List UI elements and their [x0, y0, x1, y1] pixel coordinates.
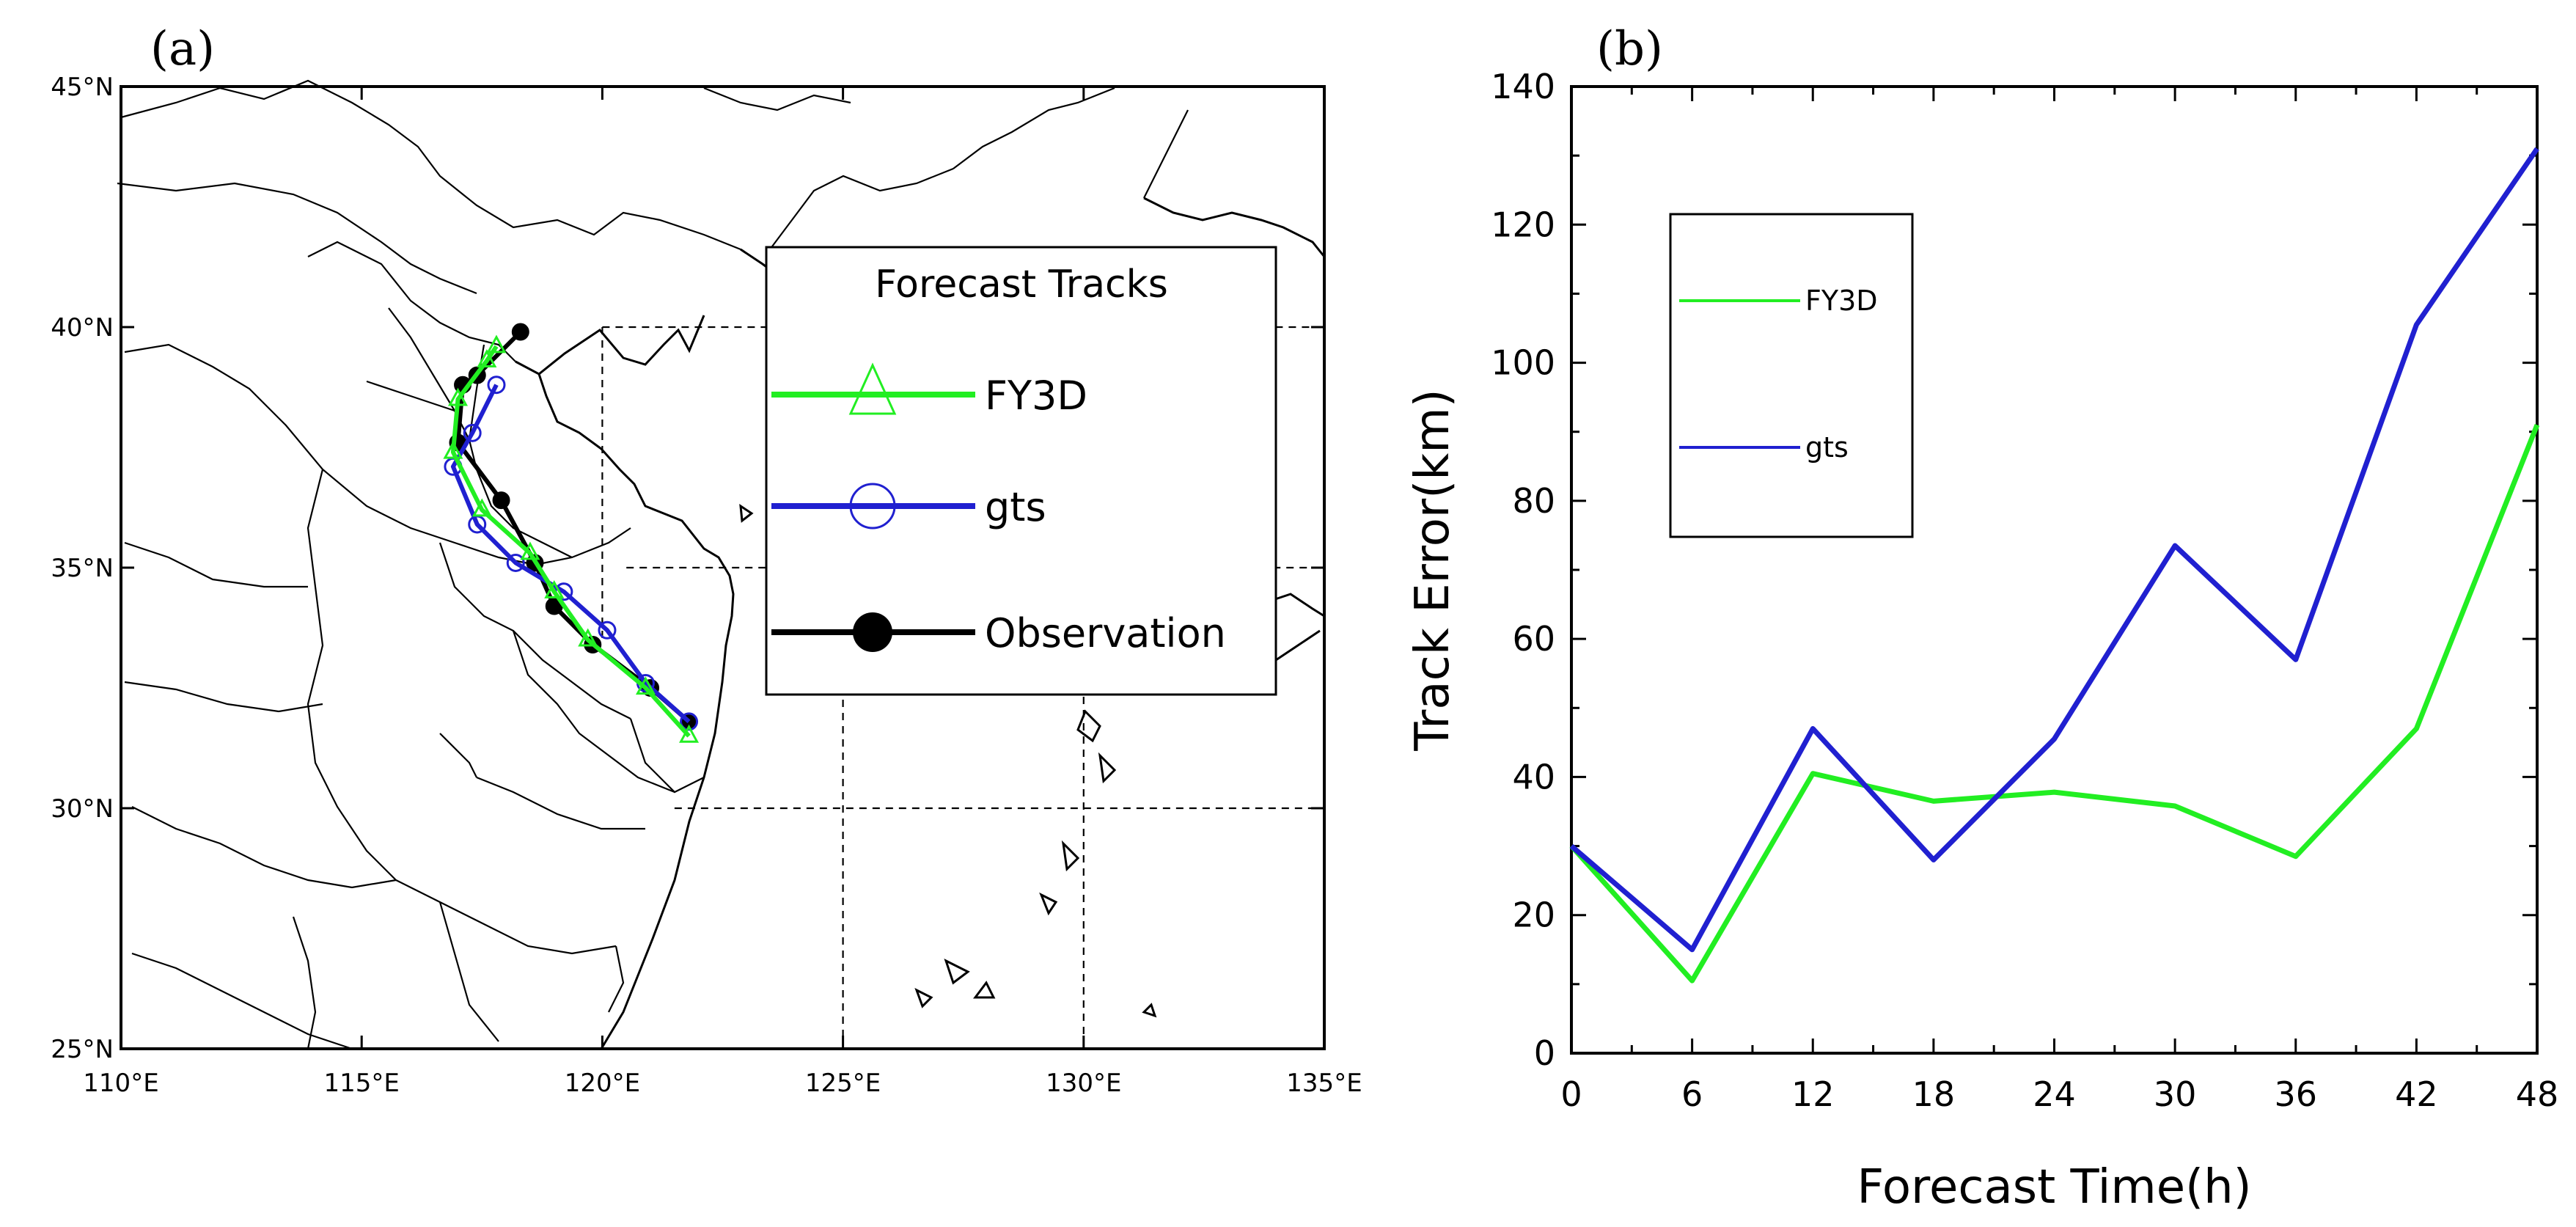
map-x-tick-label: 120°E [565, 1069, 640, 1098]
panel-b-label: (b) [1596, 22, 1663, 76]
track-point-observation [511, 323, 529, 341]
y-tick-label: 60 [1512, 619, 1555, 659]
map-x-tick-label: 110°E [83, 1069, 158, 1098]
track-point-fy3d [443, 440, 463, 459]
x-tick-label: 18 [1912, 1074, 1956, 1114]
track-point-fy3d [679, 724, 700, 743]
map-y-ticks: 25°N 30°N 35°N 40°N 45°N [51, 73, 1324, 1064]
error-series [1569, 147, 2540, 984]
error-legend-label: FY3D [1805, 285, 1878, 317]
y-tick-label: 40 [1512, 757, 1555, 796]
map-tracks [443, 323, 700, 743]
x-tick-label: 30 [2154, 1074, 2197, 1114]
y-tick-label: 20 [1512, 895, 1555, 935]
coastline-north [1143, 197, 1326, 257]
map-y-tick-label: 45°N [51, 73, 114, 102]
x-tick-label: 0 [1560, 1074, 1582, 1114]
x-tick-label: 24 [2033, 1074, 2076, 1114]
track-line-gts [450, 384, 691, 724]
y-tick-label: 0 [1534, 1033, 1555, 1073]
track-point-fy3d [447, 387, 469, 406]
error-legend-label: gts [1805, 431, 1849, 464]
map-y-tick-label: 25°N [51, 1035, 114, 1064]
track-point-gts [463, 423, 482, 442]
error-legend: FY3D gts [1669, 213, 1914, 538]
map-y-tick-label: 35°N [51, 554, 114, 583]
track-point-fy3d [471, 498, 492, 517]
map-legend-marker [848, 362, 897, 415]
map-legend-label: gts [985, 484, 1046, 530]
track-point-fy3d [477, 349, 497, 368]
map-x-tick-label: 125°E [805, 1069, 881, 1098]
map-x-ticks: 110°E 115°E 120°E 125°E 130°E 135°E [83, 87, 1362, 1098]
x-axis-title: Forecast Time(h) [1857, 1160, 2251, 1215]
track-point-gts [680, 712, 699, 731]
province-boundaries [117, 79, 1189, 1050]
track-point-fy3d [635, 676, 656, 695]
map-legend: Forecast Tracks FY3D gts Observation [765, 246, 1277, 696]
series-line-gts [1569, 147, 2539, 953]
map-y-tick-label: 40°N [51, 313, 114, 343]
error-y-ticks: 0 20 40 60 80 100 120 140 [1491, 67, 2537, 1073]
track-point-fy3d [578, 628, 598, 647]
x-tick-label: 6 [1681, 1074, 1703, 1114]
map-legend-marker [853, 612, 892, 652]
y-tick-label: 100 [1491, 343, 1555, 383]
map-legend-label: Observation [985, 610, 1226, 656]
series-line-fy3d [1569, 424, 2540, 984]
x-tick-label: 42 [2395, 1074, 2438, 1114]
error-panel: (b) 0 6 12 18 24 30 36 42 48 020406080100120140 … [1406, 22, 2558, 1215]
track-point-observation [492, 491, 510, 510]
track-point-gts [598, 620, 617, 640]
track-point-gts [506, 553, 525, 572]
map-x-tick-label: 115°E [324, 1069, 400, 1098]
map-x-tick-label: 135°E [1286, 1069, 1362, 1098]
track-point-fy3d [544, 580, 565, 598]
error-legend-box [1669, 213, 1914, 538]
map-background [117, 79, 1326, 1050]
map-x-tick-label: 130°E [1046, 1069, 1121, 1098]
x-tick-label: 48 [2516, 1074, 2559, 1114]
map-legend-box [765, 246, 1277, 696]
y-tick-label: 80 [1512, 481, 1555, 521]
y-tick-label: 120 [1491, 205, 1555, 244]
map-legend-title: Forecast Tracks [875, 263, 1168, 307]
y-tick-label: 140 [1491, 67, 1555, 106]
map-panel: (a) [51, 22, 1362, 1098]
x-tick-label: 36 [2274, 1074, 2317, 1114]
track-point-fy3d [486, 334, 507, 354]
map-legend-label: FY3D [985, 373, 1087, 419]
coastline-japan [1268, 593, 1325, 662]
track-point-fy3d [520, 541, 540, 560]
track-line-fy3d [450, 345, 691, 738]
error-x-ticks: 0 6 12 18 24 30 36 42 48 [1560, 87, 2558, 1114]
map-y-tick-label: 30°N [51, 794, 114, 824]
track-point-gts [487, 376, 506, 395]
y-axis-title: Track Error(km) [1406, 389, 1460, 751]
coastline [515, 315, 735, 1050]
panel-a-label: (a) [150, 22, 215, 76]
islands [739, 503, 1157, 1018]
x-tick-label: 12 [1791, 1074, 1835, 1114]
map-legend-marker [849, 483, 896, 530]
